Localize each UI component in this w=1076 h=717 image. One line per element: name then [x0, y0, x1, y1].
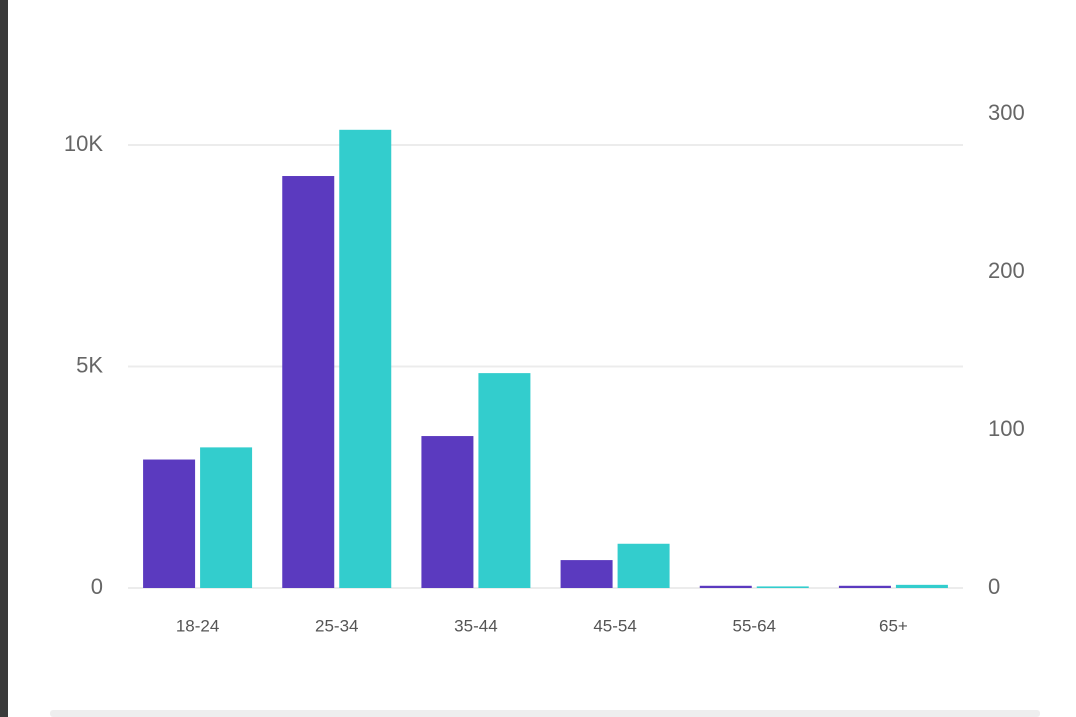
x-tick-label: 55-64	[733, 616, 776, 635]
x-tick-label: 25-34	[315, 616, 358, 635]
bar	[617, 543, 670, 588]
window-edge	[0, 0, 8, 717]
bar	[143, 459, 196, 588]
x-tick-label: 18-24	[176, 616, 219, 635]
bar	[756, 586, 809, 588]
x-tick-label: 35-44	[454, 616, 497, 635]
bar	[699, 585, 752, 588]
y-tick-label: 0	[91, 574, 103, 599]
bar	[895, 584, 948, 588]
x-tick-label: 65+	[879, 616, 908, 635]
bar	[421, 436, 474, 588]
x-tick-label: 45-54	[593, 616, 636, 635]
y2-tick-label: 0	[988, 574, 1000, 599]
y2-tick-label: 200	[988, 258, 1025, 283]
y-tick-label: 5K	[76, 352, 103, 377]
bar	[200, 447, 253, 588]
bar	[560, 560, 613, 588]
bar	[838, 585, 891, 588]
bar	[339, 129, 392, 589]
bar	[282, 176, 335, 589]
y-tick-label: 10K	[64, 131, 103, 156]
next-card	[50, 710, 1040, 717]
bar	[478, 373, 531, 588]
y2-tick-label: 300	[988, 100, 1025, 125]
y2-tick-label: 100	[988, 416, 1025, 441]
